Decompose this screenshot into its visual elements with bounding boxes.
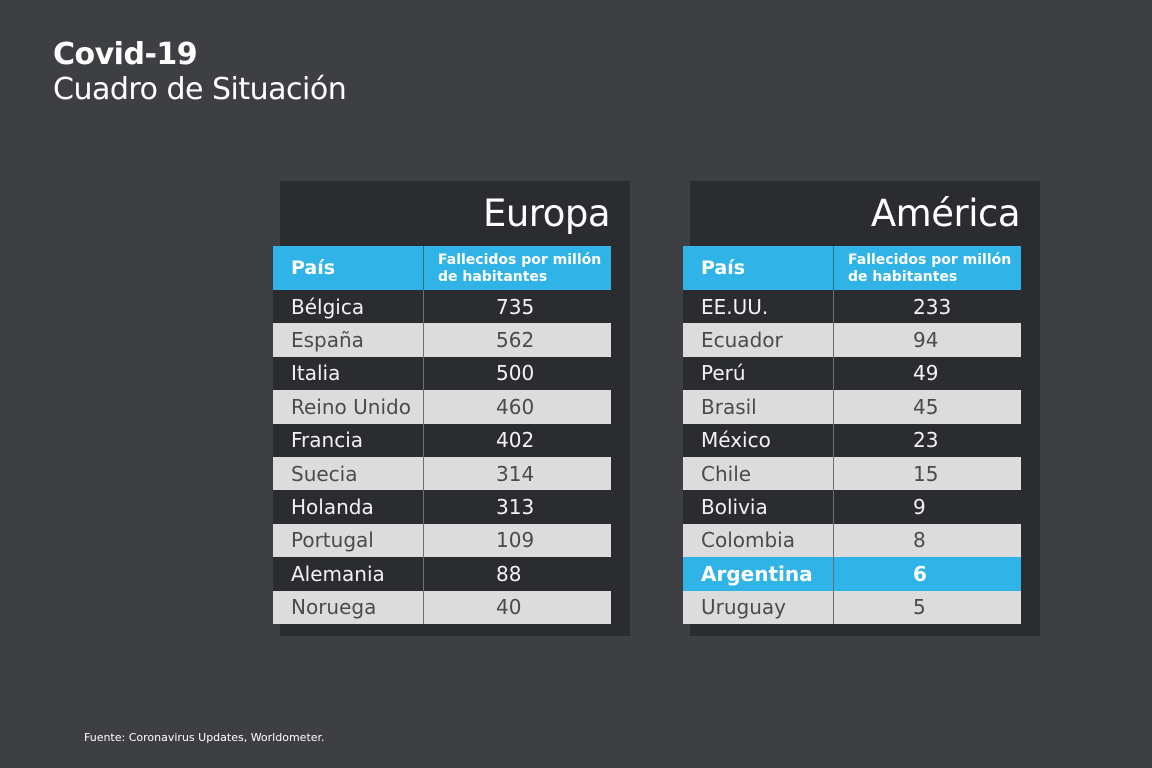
value-cell: 402 [496,428,535,453]
country-cell: Italia [273,356,424,391]
country-cell: Noruega [273,590,424,624]
country-cell: Perú [683,356,834,391]
country-cell: Argentina [683,557,834,591]
america-row: Colombia 8 [683,523,1021,558]
header-country: País [683,246,834,290]
america-row: Bolivia 9 [683,490,1021,524]
country-cell: Bolivia [683,490,834,524]
country-cell: Alemania [273,557,424,591]
country-cell: Francia [273,423,424,457]
america-title: América [870,192,1021,235]
value-cell: 735 [496,294,535,319]
country-cell: Colombia [683,523,834,558]
country-cell: Brasil [683,390,834,424]
america-row: EE.UU. 233 [683,290,1021,324]
america-row: Ecuador 94 [683,323,1021,357]
value-cell: 313 [496,495,535,520]
europa-rows: Bélgica 735 España 562 Italia 500 Reino Unido 4… [273,290,611,624]
country-cell: Holanda [273,490,424,524]
america-row: Perú 49 [683,356,1021,391]
europa-panel: Europa País Fallecidos por millón de hab… [273,181,630,636]
country-cell: Bélgica [273,290,424,324]
europa-row: Bélgica 735 [273,290,611,324]
value-cell: 562 [496,328,535,353]
value-cell: 233 [913,294,952,319]
america-row: México 23 [683,423,1021,457]
value-cell: 500 [496,361,535,386]
america-row: Brasil 45 [683,390,1021,424]
country-cell: México [683,423,834,457]
country-cell: España [273,323,424,357]
country-cell: Suecia [273,456,424,491]
europa-row: Reino Unido 460 [273,390,611,424]
value-cell: 8 [913,528,926,553]
country-cell: Uruguay [683,590,834,624]
value-cell: 460 [496,394,535,419]
europa-row: Alemania 88 [273,557,611,591]
europa-row: Italia 500 [273,356,611,391]
page-title: Covid-19 [53,37,198,72]
country-cell: Ecuador [683,323,834,357]
value-cell: 88 [496,561,522,586]
country-cell: Reino Unido [273,390,424,424]
header-deaths: Fallecidos por millón de habitantes [438,252,602,285]
value-cell: 45 [913,394,939,419]
europa-table: País Fallecidos por millón de habitantes… [273,246,611,624]
value-cell: 6 [913,561,927,586]
europa-row: España 562 [273,323,611,357]
country-cell: Chile [683,456,834,491]
value-cell: 15 [913,461,939,486]
europa-row: Suecia 314 [273,456,611,491]
america-row: Argentina 6 [683,557,1021,591]
europa-row: Francia 402 [273,423,611,457]
value-cell: 109 [496,528,535,553]
america-rows: EE.UU. 233 Ecuador 94 Perú 49 Brasil 45 México 23… [683,290,1021,624]
europa-title: Europa [482,192,611,235]
country-cell: Portugal [273,523,424,558]
europa-row: Portugal 109 [273,523,611,558]
value-cell: 5 [913,595,926,620]
header-country: País [273,246,424,290]
source-note: Fuente: Coronavirus Updates, Worldometer… [84,731,325,744]
america-panel: América País Fallecidos por millón de ha… [683,181,1040,636]
europa-row: Noruega 40 [273,590,611,624]
value-cell: 314 [496,461,535,486]
header-deaths: Fallecidos por millón de habitantes [848,252,1012,285]
value-cell: 49 [913,361,939,386]
page-subtitle: Cuadro de Situación [53,72,347,107]
value-cell: 9 [913,495,926,520]
america-row: Chile 15 [683,456,1021,491]
value-cell: 40 [496,595,522,620]
america-table-header: País Fallecidos por millón de habitantes [683,246,1021,290]
value-cell: 23 [913,428,939,453]
country-cell: EE.UU. [683,290,834,324]
europa-table-header: País Fallecidos por millón de habitantes [273,246,611,290]
america-row: Uruguay 5 [683,590,1021,624]
america-table: País Fallecidos por millón de habitantes… [683,246,1021,624]
value-cell: 94 [913,328,939,353]
title-block: Covid-19 Cuadro de Situación [53,37,347,108]
europa-row: Holanda 313 [273,490,611,524]
